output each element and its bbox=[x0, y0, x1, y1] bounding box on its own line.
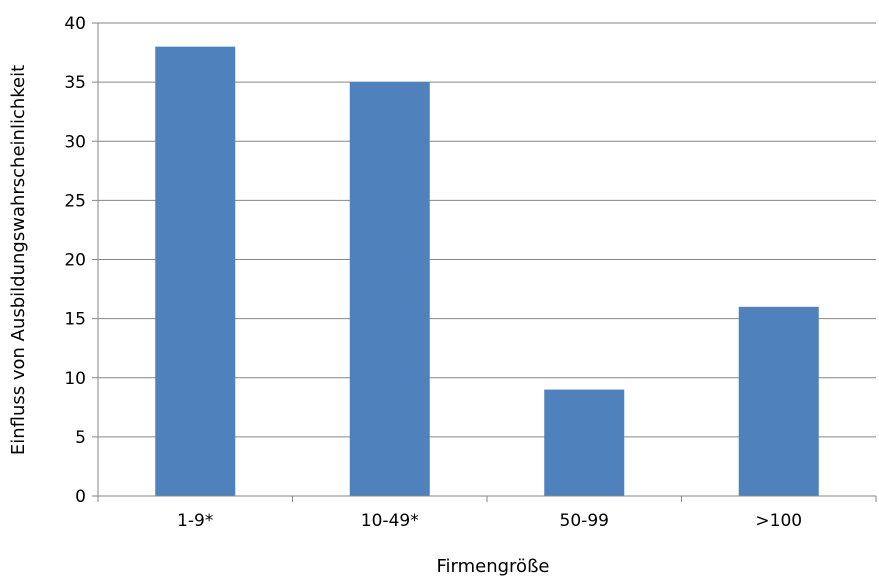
y-tick-label: 40 bbox=[64, 14, 86, 34]
x-tick-label: >100 bbox=[755, 511, 802, 531]
bar bbox=[544, 389, 625, 496]
y-tick-label: 15 bbox=[64, 310, 86, 330]
y-axis-title: Einfluss von Ausbildungswahrscheinlichke… bbox=[8, 65, 29, 455]
bar bbox=[155, 46, 236, 497]
y-tick-label: 20 bbox=[64, 251, 86, 271]
bars bbox=[155, 46, 819, 497]
y-tick-label: 0 bbox=[75, 487, 86, 507]
y-tick-label: 10 bbox=[64, 369, 86, 389]
x-tick-labels: 1-9* 10-49* 50-99 >100 bbox=[177, 511, 802, 531]
x-tick-label: 10-49* bbox=[361, 511, 419, 531]
y-tick-label: 35 bbox=[64, 73, 86, 93]
y-tick-label: 5 bbox=[75, 428, 86, 448]
bar bbox=[349, 82, 430, 496]
x-axis-title: Firmengröße bbox=[436, 556, 549, 577]
y-tick-label: 25 bbox=[64, 191, 86, 211]
x-tick-label: 50-99 bbox=[560, 511, 609, 531]
y-tick-label: 30 bbox=[64, 132, 86, 152]
axes bbox=[97, 23, 876, 497]
bar bbox=[738, 306, 819, 496]
x-tick-label: 1-9* bbox=[177, 511, 213, 531]
y-tick-labels: 0 5 10 15 20 25 30 35 40 bbox=[64, 14, 86, 507]
